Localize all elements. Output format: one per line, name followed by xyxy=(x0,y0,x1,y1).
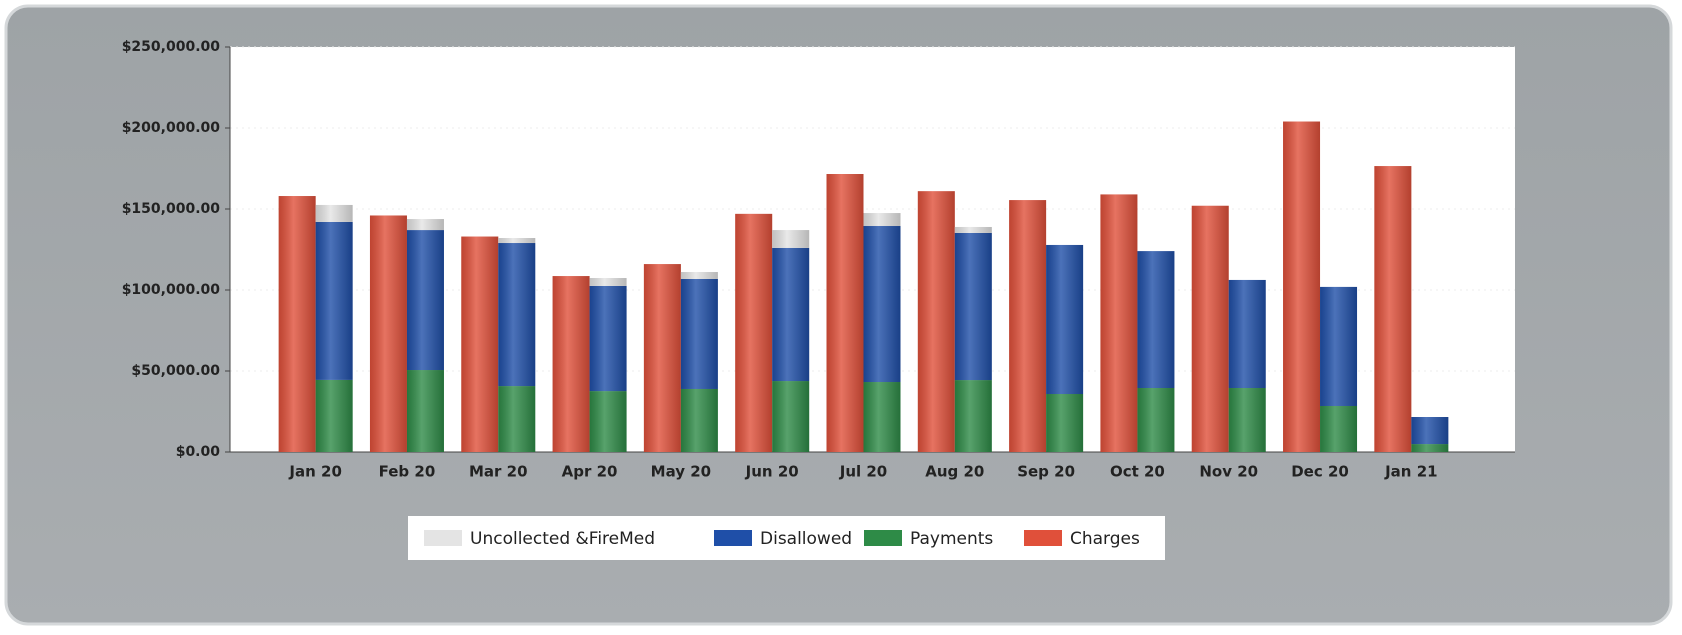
y-tick-label: $0.00 xyxy=(176,444,221,460)
x-tick-label: Feb 20 xyxy=(379,463,436,481)
x-tick-label: Jan 20 xyxy=(288,463,341,481)
bar-shade xyxy=(1320,405,1358,452)
bar-shade xyxy=(917,191,955,452)
bar-shade xyxy=(863,382,901,452)
bar-shade xyxy=(680,278,718,389)
x-tick-label: Jan 21 xyxy=(1384,463,1437,481)
bar-shade xyxy=(826,174,864,452)
bar-shade xyxy=(680,388,718,452)
bar-shade xyxy=(315,379,353,452)
x-tick-label: Nov 20 xyxy=(1199,463,1258,481)
bar-shade xyxy=(1411,444,1449,452)
bar-shade xyxy=(1320,286,1358,406)
x-tick-label: May 20 xyxy=(651,463,711,481)
bar-shade xyxy=(680,272,718,279)
bar-shade xyxy=(1046,394,1084,452)
bar-shade xyxy=(461,236,499,452)
bar-shade xyxy=(1046,244,1084,395)
bar-shade xyxy=(1191,205,1229,452)
bar-shade xyxy=(406,230,444,371)
legend-swatch xyxy=(1024,530,1062,546)
bar-shade xyxy=(589,278,627,286)
bar-shade xyxy=(315,221,353,380)
bar-shade xyxy=(1009,200,1047,452)
legend-label: Disallowed xyxy=(760,529,852,549)
bar-shade xyxy=(772,247,810,382)
bar-shade xyxy=(954,380,992,452)
bar-shade xyxy=(954,226,992,233)
legend-label: Payments xyxy=(910,529,993,549)
bar-shade xyxy=(954,232,992,381)
x-tick-label: Dec 20 xyxy=(1291,463,1349,481)
legend-swatch xyxy=(424,530,462,546)
legend-swatch xyxy=(864,530,902,546)
y-tick-label: $100,000.00 xyxy=(122,282,221,298)
x-tick-label: Oct 20 xyxy=(1110,463,1165,481)
legend-label: Uncollected &FireMed xyxy=(470,529,655,549)
x-tick-label: Sep 20 xyxy=(1017,463,1075,481)
bar-shade xyxy=(735,213,773,452)
bar-shade xyxy=(1137,251,1175,389)
bar-shade xyxy=(498,386,536,452)
x-tick-label: Mar 20 xyxy=(469,463,528,481)
bar-shade xyxy=(498,243,536,387)
bar-shade xyxy=(552,276,590,452)
bar-shade xyxy=(863,226,901,383)
bar-shade xyxy=(1374,166,1412,452)
bar-shade xyxy=(772,230,810,248)
x-tick-label: Jul 20 xyxy=(839,463,888,481)
legend-label: Charges xyxy=(1070,529,1140,549)
y-tick-label: $200,000.00 xyxy=(122,120,221,136)
bar-shade xyxy=(369,215,407,452)
bar-shade xyxy=(643,264,681,452)
bar-shade xyxy=(498,237,536,244)
bar-shade xyxy=(315,204,353,222)
x-tick-label: Aug 20 xyxy=(925,463,984,481)
bar-shade xyxy=(406,219,444,231)
bar-shade xyxy=(589,285,627,392)
bar-shade xyxy=(406,370,444,452)
x-tick-label: Apr 20 xyxy=(562,463,618,481)
bar-shade xyxy=(863,213,901,227)
bar-shade xyxy=(1228,279,1266,389)
y-tick-label: $250,000.00 xyxy=(122,39,221,55)
y-tick-label: $50,000.00 xyxy=(131,363,220,379)
bar-shade xyxy=(1228,388,1266,452)
bar-shade xyxy=(1100,194,1138,453)
bar-shade xyxy=(278,196,316,452)
bar-shade xyxy=(1411,417,1449,445)
x-tick-label: Jun 20 xyxy=(745,463,799,481)
bar-shade xyxy=(589,391,627,452)
y-tick-label: $150,000.00 xyxy=(122,201,221,217)
bar-shade xyxy=(1137,388,1175,452)
bar-shade xyxy=(772,381,810,452)
legend-swatch xyxy=(714,530,752,546)
bar-shade xyxy=(1283,121,1321,453)
